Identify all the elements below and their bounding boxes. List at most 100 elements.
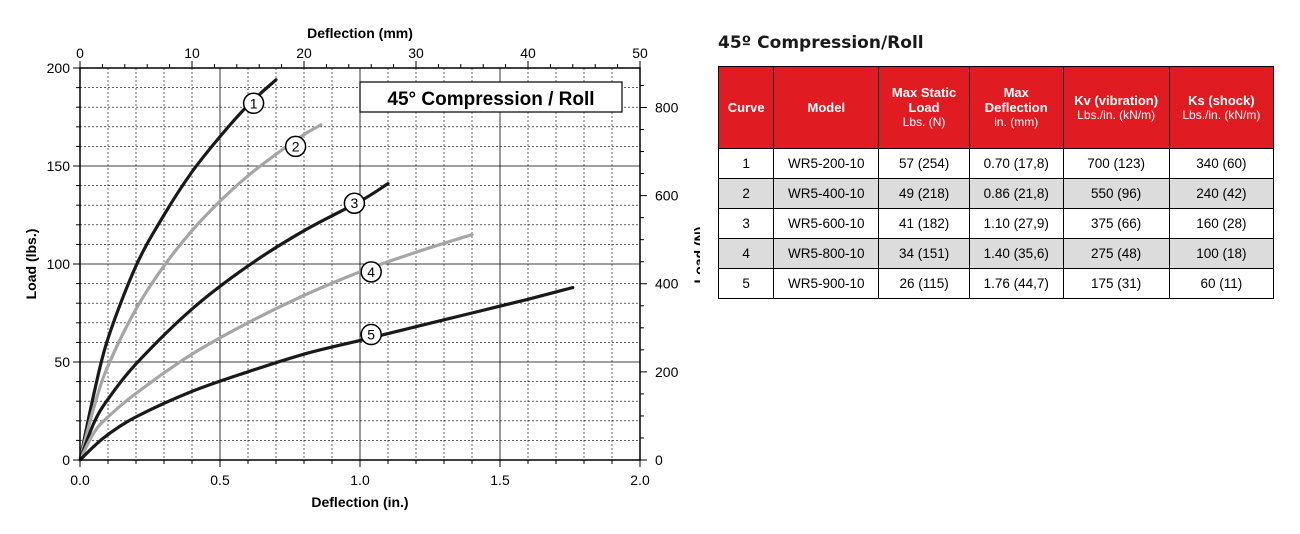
table-header-unit: Lbs./in. (kN/m) (1182, 107, 1261, 122)
table-header-cell: Curve (717, 66, 775, 149)
curve-label-text: 2 (292, 138, 300, 154)
x-tick-label: 2.0 (630, 472, 650, 488)
table-cell: 26 (115) (878, 268, 970, 299)
table-header-cell: Max Static Load Lbs. (N) (878, 66, 970, 149)
curve-label-5: 5 (360, 323, 382, 346)
curve-labels: 1 2 3 4 5 (242, 92, 382, 346)
table-row: 1 WR5-200-10 57 (254) 0.70 (17,8) 700 (123) 3… (717, 148, 1275, 179)
table-cell: 1.10 (27,9) (968, 208, 1064, 239)
data-series (78, 78, 575, 462)
table-header-cell: Ks (shock) Lbs./in. (kN/m) (1168, 66, 1275, 149)
x2-tick-label: 10 (184, 45, 200, 61)
table-cell: 100 (18) (1168, 238, 1275, 269)
series-line-3 (78, 182, 390, 462)
table-cell: 340 (60) (1168, 148, 1275, 179)
table-cell: 1 (717, 148, 775, 179)
curve-label-text: 4 (367, 264, 375, 280)
y2-tick-label: 800 (655, 99, 679, 115)
table-header-unit: in. (mm) (994, 115, 1039, 129)
table-cell: 1.76 (44,7) (968, 268, 1064, 299)
y2-axis-label: Load (N) (691, 227, 700, 284)
table-cell: 49 (218) (878, 178, 970, 209)
curve-label-text: 5 (367, 327, 375, 343)
x2-axis-label: Deflection (mm) (307, 25, 413, 41)
table-row: 2 WR5-400-10 49 (218) 0.86 (21,8) 550 (96) 24… (717, 178, 1275, 209)
table-cell: 4 (717, 238, 775, 269)
x-tick-label: 0.5 (210, 472, 230, 488)
series-line-5 (78, 285, 575, 462)
table-title: 45º Compression/Roll (718, 33, 924, 53)
table-cell: 700 (123) (1062, 148, 1170, 179)
table-cell: 0.86 (21,8) (968, 178, 1064, 209)
table-row: 3 WR5-600-10 41 (182) 1.10 (27,9) 375 (66) 16… (717, 208, 1275, 239)
x2-tick-label: 40 (520, 45, 536, 61)
table-header-cell: Max Deflection in. (mm) (968, 66, 1064, 149)
table-cell: WR5-800-10 (773, 238, 880, 269)
y2-tick-label: 600 (655, 188, 679, 204)
table-header-unit: Lbs./in. (kN/m) (1077, 107, 1156, 122)
curve-label-2: 2 (284, 135, 307, 158)
x2-tick-label: 30 (408, 45, 424, 61)
x-tick-label: 0.0 (70, 472, 90, 488)
y-tick-label: 150 (47, 158, 71, 174)
y2-tick-label: 0 (655, 452, 663, 468)
x2-tick-label: 20 (296, 45, 312, 61)
x-tick-label: 1.0 (350, 472, 370, 488)
table-cell: 0.70 (17,8) (968, 148, 1064, 179)
table-header-label: Max Deflection (984, 85, 1048, 115)
table-cell: 375 (66) (1062, 208, 1170, 239)
curve-label-3: 3 (343, 192, 366, 214)
x-tick-label: 1.5 (490, 472, 510, 488)
chart-title: 45° Compression / Roll (387, 89, 594, 110)
curve-label-circle (360, 323, 382, 346)
table-header-label: Ks (shock) (1188, 92, 1255, 108)
x2-tick-label: 0 (76, 45, 84, 61)
table-cell: 41 (182) (878, 208, 970, 239)
table-cell: WR5-200-10 (773, 148, 880, 179)
table-header-label: Kv (vibration) (1074, 92, 1159, 108)
table-header-cell: Kv (vibration) Lbs./in. (kN/m) (1062, 66, 1170, 149)
y-axis-label: Load (lbs.) (23, 229, 39, 300)
y-tick-label: 100 (47, 256, 71, 272)
table-row: 5 WR5-900-10 26 (115) 1.76 (44,7) 175 (31) 60… (717, 268, 1275, 299)
table-cell: 1.40 (35,6) (968, 238, 1064, 269)
y-tick-label: 0 (62, 452, 70, 468)
table-cell: 550 (96) (1062, 178, 1170, 209)
table-cell: WR5-400-10 (773, 178, 880, 209)
chart-title-box: 45° Compression / Roll (359, 81, 623, 113)
curve-label-circle (343, 192, 366, 214)
curve-label-text: 3 (351, 195, 359, 211)
table-cell: 160 (28) (1168, 208, 1275, 239)
curve-label-4: 4 (360, 261, 382, 283)
table-cell: 240 (42) (1168, 178, 1275, 209)
table-cell: WR5-600-10 (773, 208, 880, 239)
table-cell: 2 (717, 178, 775, 209)
table-cell: 60 (11) (1168, 268, 1275, 299)
curve-label-circle (242, 92, 265, 115)
table-cell: 5 (717, 268, 775, 299)
curve-label-text: 1 (250, 95, 258, 111)
spec-table: Curve Model Max Static Load Lbs. (N) Max Def… (717, 66, 1275, 299)
table-body: 1 WR5-200-10 57 (254) 0.70 (17,8) 700 (123) 3… (717, 148, 1275, 299)
y-tick-label: 200 (47, 60, 71, 76)
table-header-label: Max Static Load (891, 85, 957, 115)
curve-label-circle (284, 135, 307, 158)
x-axis-label: Deflection (in.) (311, 494, 408, 510)
table-cell: WR5-900-10 (773, 268, 880, 299)
table-cell: 34 (151) (878, 238, 970, 269)
table-cell: 57 (254) (878, 148, 970, 179)
y2-tick-label: 400 (655, 276, 679, 292)
table-cell: 3 (717, 208, 775, 239)
y2-tick-label: 200 (655, 364, 679, 380)
table-row: 4 WR5-800-10 34 (151) 1.40 (35,6) 275 (48) 10… (717, 238, 1275, 269)
table-cell: 275 (48) (1062, 238, 1170, 269)
plot-frame (79, 67, 641, 461)
table-header-unit: Lbs. (N) (902, 115, 946, 129)
series-line-4 (78, 233, 474, 462)
series-line-1 (78, 78, 278, 462)
table-cell: 175 (31) (1062, 268, 1170, 299)
table-header-cell: Model (773, 66, 880, 149)
table-header-label: Model (807, 100, 846, 115)
